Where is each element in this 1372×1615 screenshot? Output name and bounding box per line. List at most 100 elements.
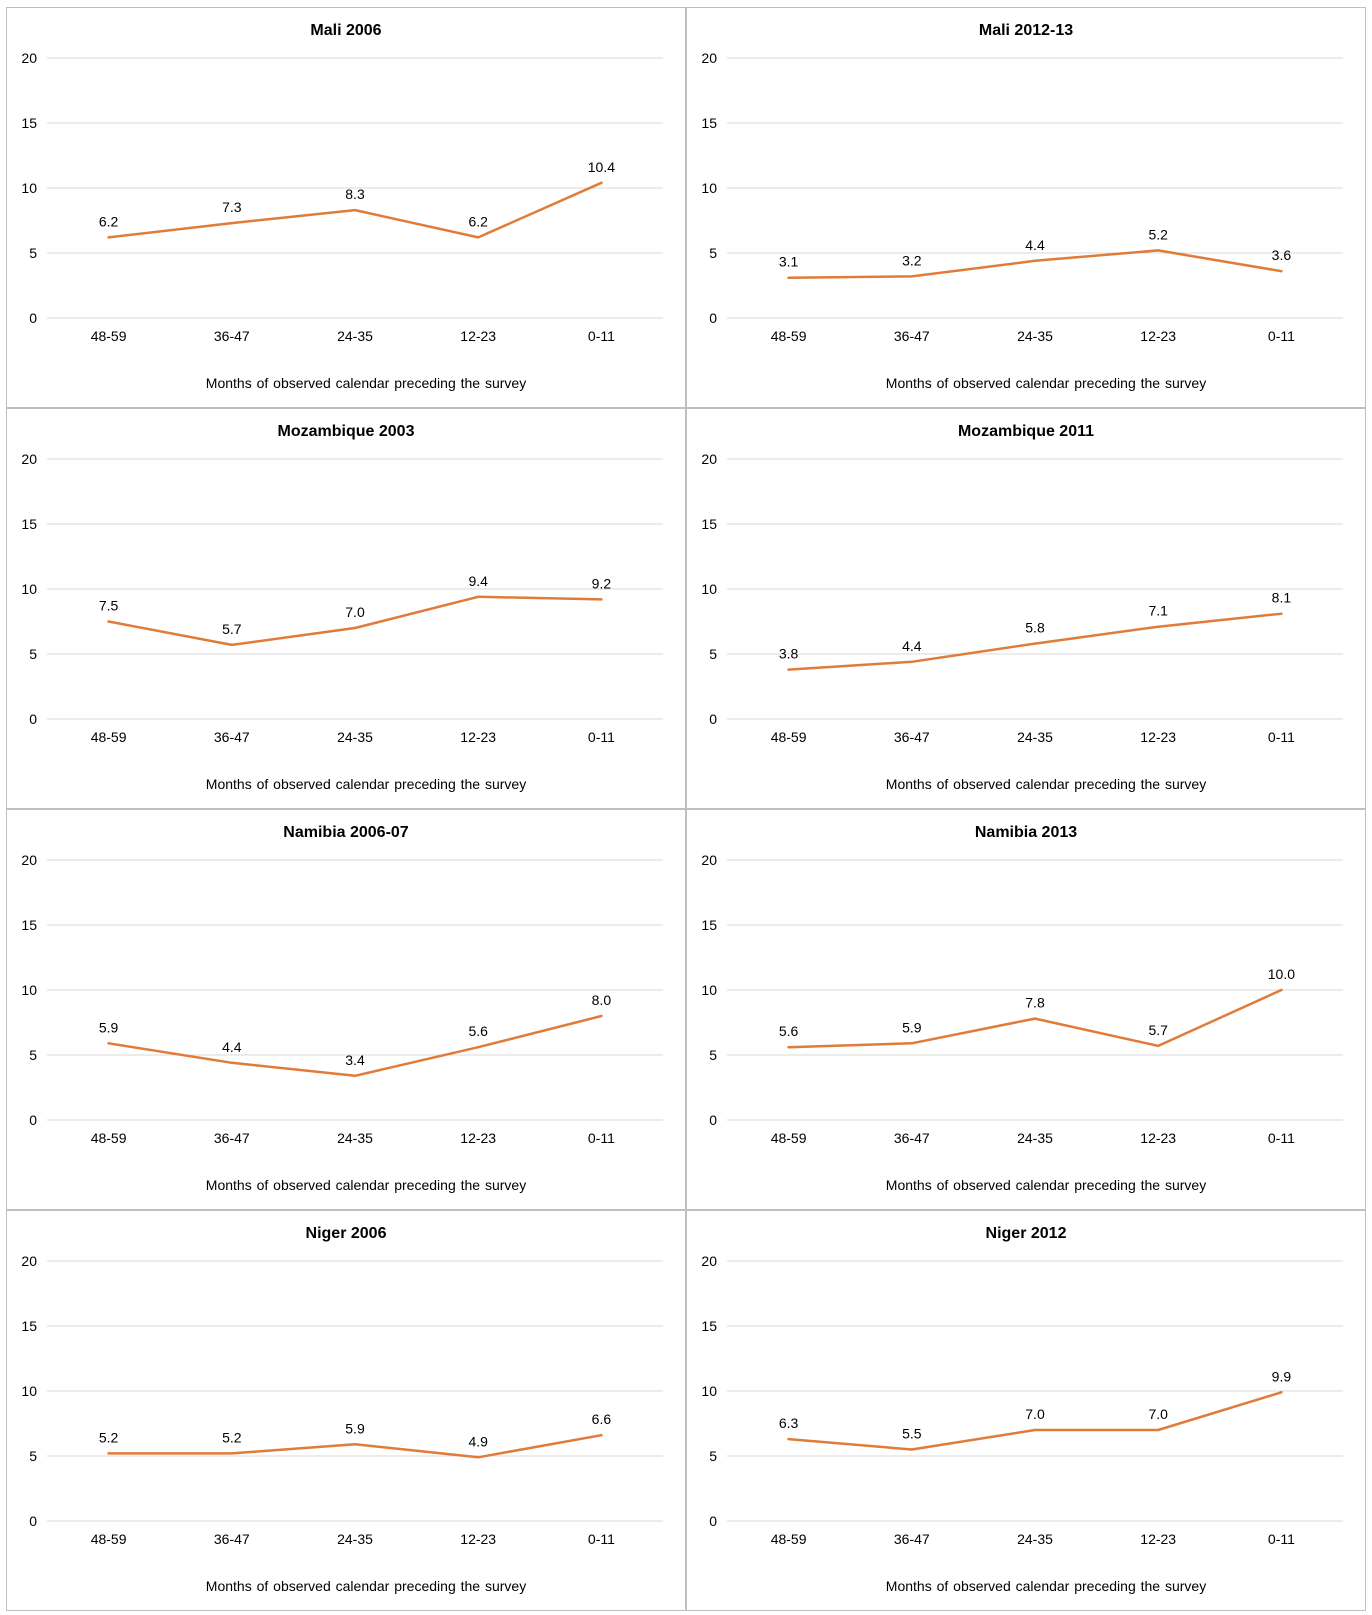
- y-tick-label: 10: [701, 581, 717, 597]
- data-label: 3.6: [1272, 247, 1292, 263]
- line-chart: 0 5 10 15 20 48-59 36-47 24-35 12-23 0-11 5.9 4.4 3.…: [21, 852, 663, 1146]
- y-tick-label: 20: [701, 50, 717, 66]
- x-tick-label: 12-23: [460, 1130, 496, 1146]
- y-tick-label: 15: [21, 115, 37, 131]
- data-label: 6.2: [99, 213, 119, 229]
- data-point: [107, 236, 110, 239]
- y-tick-label: 5: [709, 646, 717, 662]
- x-tick-label: 0-11: [1268, 1531, 1295, 1547]
- x-tick-label: 48-59: [91, 1531, 127, 1547]
- data-point: [1157, 1428, 1160, 1432]
- x-tick-label: 24-35: [337, 1531, 373, 1547]
- y-tick-label: 15: [701, 115, 717, 131]
- data-point: [477, 236, 480, 239]
- y-tick-label: 0: [709, 310, 717, 326]
- chart-title: Mozambique 2003: [277, 423, 415, 440]
- data-label: 9.2: [592, 575, 612, 591]
- data-point: [600, 181, 603, 184]
- data-label: 5.8: [1025, 620, 1045, 636]
- x-tick-label: 12-23: [1140, 328, 1176, 344]
- data-point: [230, 221, 233, 225]
- y-tick-label: 15: [21, 516, 37, 532]
- x-tick-label: 36-47: [894, 729, 930, 745]
- data-label: 4.4: [222, 1039, 242, 1055]
- chart-title: Mali 2006: [310, 22, 382, 39]
- data-label: 7.0: [1148, 1406, 1168, 1422]
- data-label: 5.2: [1148, 226, 1168, 242]
- data-label: 7.3: [222, 199, 242, 215]
- data-point: [1033, 1017, 1037, 1020]
- x-tick-label: 0-11: [1268, 729, 1295, 745]
- y-tick-label: 5: [709, 1047, 717, 1063]
- chart-panel-mali-2012-13: Mali 2012-13 0 5 10 15 20 48-59 36-47 24-35 12-2…: [686, 7, 1366, 408]
- x-tick-label: 36-47: [894, 1531, 930, 1547]
- x-tick-label: 24-35: [337, 328, 373, 344]
- x-tick-label: 12-23: [1140, 729, 1176, 745]
- line-chart: 0 5 10 15 20 48-59 36-47 24-35 12-23 0-11 6.3 5.5 7.…: [701, 1253, 1343, 1547]
- data-point: [787, 276, 790, 279]
- data-point: [1280, 612, 1283, 615]
- data-point: [1033, 1428, 1037, 1432]
- x-tick-label: 12-23: [460, 328, 496, 344]
- x-tick-label: 36-47: [894, 1130, 930, 1146]
- line-chart: 0 5 10 15 20 48-59 36-47 24-35 12-23 0-11 3.1 3.2 4.…: [701, 50, 1343, 344]
- x-axis-title: Months of observed calendar preceding th…: [885, 375, 1207, 391]
- data-label: 5.6: [779, 1023, 799, 1039]
- x-tick-label: 24-35: [1017, 1531, 1053, 1547]
- data-point: [477, 1456, 480, 1459]
- y-tick-label: 20: [21, 1253, 37, 1269]
- data-label: 4.4: [1025, 237, 1045, 253]
- data-point: [1280, 1391, 1283, 1394]
- y-tick-label: 20: [21, 50, 37, 66]
- x-tick-label: 48-59: [91, 1130, 127, 1146]
- data-point: [353, 1074, 357, 1077]
- data-label: 7.0: [1025, 1406, 1045, 1422]
- data-point: [107, 1042, 110, 1045]
- y-tick-label: 0: [709, 1513, 717, 1529]
- x-tick-label: 48-59: [771, 1130, 807, 1146]
- series-line: [107, 1433, 603, 1459]
- line-chart: 0 5 10 15 20 48-59 36-47 24-35 12-23 0-11 6.2 7.3 8.…: [21, 50, 663, 344]
- x-axis-title: Months of observed calendar preceding th…: [205, 1177, 527, 1193]
- x-tick-label: 36-47: [214, 1130, 250, 1146]
- data-label: 9.9: [1272, 1368, 1292, 1384]
- data-point: [1033, 642, 1037, 645]
- y-tick-label: 20: [701, 852, 717, 868]
- y-tick-label: 5: [29, 1448, 37, 1464]
- chart-grid: Mali 2006 0 5 10 15 20 48-59 36-47 24-35 12-23 0-…: [6, 7, 1366, 1611]
- x-tick-label: 48-59: [771, 729, 807, 745]
- x-tick-label: 0-11: [588, 1130, 615, 1146]
- data-point: [1280, 988, 1283, 992]
- x-tick-label: 0-11: [588, 729, 615, 745]
- x-tick-label: 48-59: [91, 729, 127, 745]
- data-point: [353, 208, 357, 212]
- x-tick-label: 0-11: [1268, 1130, 1295, 1146]
- y-tick-label: 10: [701, 1383, 717, 1399]
- x-tick-label: 36-47: [214, 328, 250, 344]
- x-axis-title: Months of observed calendar preceding th…: [885, 1578, 1207, 1594]
- x-axis-title: Months of observed calendar preceding th…: [205, 776, 527, 792]
- y-tick-label: 10: [21, 581, 37, 597]
- chart-panel-namibia-2013: Namibia 2013 0 5 10 15 20 48-59 36-47 24-35 12-2…: [686, 809, 1366, 1210]
- data-label: 6.3: [779, 1415, 799, 1431]
- chart-title: Niger 2006: [305, 1225, 387, 1242]
- data-label: 7.0: [345, 604, 365, 620]
- series-line: [787, 249, 1283, 279]
- y-tick-label: 15: [21, 917, 37, 933]
- data-label: 10.4: [588, 159, 615, 175]
- data-label: 3.1: [779, 254, 799, 270]
- data-point: [787, 1437, 790, 1441]
- y-tick-label: 20: [21, 852, 37, 868]
- data-point: [1280, 270, 1283, 273]
- data-label: 4.4: [902, 638, 922, 654]
- line-chart: 0 5 10 15 20 48-59 36-47 24-35 12-23 0-11 5.6 5.9 7.…: [701, 852, 1343, 1146]
- data-point: [910, 1042, 913, 1045]
- data-label: 8.3: [345, 186, 365, 202]
- chart-title: Niger 2012: [985, 1225, 1067, 1242]
- y-tick-label: 15: [21, 1318, 37, 1334]
- chart-panel-niger-2006: Niger 2006 0 5 10 15 20 48-59 36-47 24-35 12-23 0…: [6, 1210, 686, 1611]
- data-point: [1157, 1044, 1160, 1048]
- data-label: 5.2: [99, 1429, 119, 1445]
- line-chart: 0 5 10 15 20 48-59 36-47 24-35 12-23 0-11 5.2 5.2 5.…: [21, 1253, 663, 1547]
- data-label: 7.8: [1025, 995, 1045, 1011]
